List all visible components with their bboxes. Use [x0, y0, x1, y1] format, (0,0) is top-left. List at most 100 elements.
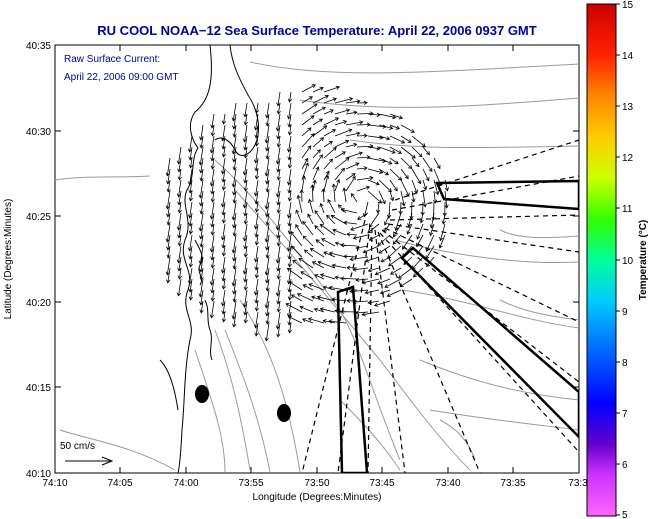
- current-vector: [233, 311, 237, 327]
- current-vector: [289, 190, 292, 201]
- current-vector-head: [390, 270, 395, 275]
- current-vector: [320, 308, 336, 313]
- current-vector-head: [276, 234, 281, 239]
- current-vector-head: [253, 192, 259, 197]
- current-vector: [388, 256, 402, 267]
- current-vector: [387, 289, 402, 297]
- current-vector: [403, 256, 413, 265]
- current-vector-head: [295, 224, 300, 229]
- current-vector: [301, 127, 312, 137]
- current-vector-head: [366, 155, 371, 160]
- current-vector-head: [340, 207, 345, 213]
- current-vector-head: [336, 178, 341, 184]
- current-vector: [389, 146, 402, 154]
- x-tick-label: 73:50: [304, 478, 329, 489]
- radar-radials: [301, 139, 579, 473]
- current-vector-head: [318, 118, 323, 123]
- current-vector-head: [243, 121, 248, 126]
- current-vector: [378, 157, 392, 165]
- current-vector: [334, 129, 352, 137]
- colorbar-tick-label: 5: [622, 510, 628, 519]
- current-vector: [429, 223, 435, 236]
- current-vector: [288, 102, 292, 119]
- current-vector-head: [363, 166, 368, 171]
- current-vector: [346, 233, 358, 236]
- current-vector: [255, 289, 259, 303]
- current-vector: [232, 300, 237, 319]
- current-vector-head: [166, 254, 171, 259]
- current-vector-head: [369, 175, 374, 181]
- current-vector: [277, 322, 281, 337]
- current-vector-head: [221, 145, 226, 150]
- current-vector: [400, 168, 409, 179]
- current-vector: [439, 234, 446, 249]
- current-vector: [378, 168, 389, 176]
- current-vector: [345, 162, 359, 170]
- current-vector-head: [363, 100, 368, 105]
- current-vector: [211, 135, 215, 153]
- current-vector-head: [166, 188, 171, 193]
- current-vector: [211, 300, 215, 318]
- current-vector: [266, 146, 270, 159]
- current-vector-head: [231, 249, 236, 254]
- current-vector: [340, 244, 358, 247]
- current-vector: [167, 212, 171, 225]
- current-vector-head: [331, 183, 336, 188]
- current-vector-head: [243, 187, 248, 192]
- current-vector: [392, 234, 402, 245]
- current-vector-head: [411, 198, 416, 203]
- current-vector: [266, 311, 270, 324]
- current-vector-head: [349, 256, 354, 262]
- current-vector-head: [335, 85, 340, 90]
- current-vector-head: [254, 134, 259, 139]
- current-vector-head: [384, 221, 388, 226]
- current-vector-head: [254, 175, 260, 180]
- current-vector-head: [415, 163, 420, 168]
- current-vector: [255, 113, 259, 130]
- current-vector-head: [210, 165, 215, 170]
- current-vector-head: [330, 214, 335, 219]
- current-vector: [314, 210, 325, 225]
- current-vector-head: [425, 151, 430, 156]
- current-vector: [367, 113, 380, 116]
- current-vector-head: [231, 150, 236, 155]
- current-vector-head: [301, 175, 306, 180]
- current-vector-head: [265, 122, 270, 127]
- current-vector: [292, 259, 303, 269]
- current-vector-head: [276, 308, 281, 313]
- current-vector: [265, 322, 270, 341]
- current-vector-head: [390, 197, 395, 202]
- current-vector: [310, 248, 325, 258]
- current-vector-head: [313, 307, 318, 312]
- current-vector: [300, 271, 314, 280]
- x-axis-label: Longitude (Degrees:Minutes): [253, 492, 382, 503]
- current-vector-head: [376, 146, 381, 151]
- current-vector: [255, 124, 259, 138]
- current-vector: [420, 212, 424, 223]
- current-vector-head: [395, 125, 401, 130]
- current-vector: [211, 278, 215, 293]
- current-vector: [312, 125, 327, 137]
- current-vector: [356, 167, 368, 170]
- current-vector-head: [254, 208, 260, 213]
- current-vector-head: [348, 128, 353, 133]
- current-vector: [375, 267, 391, 275]
- current-vector-head: [264, 304, 269, 309]
- current-vector: [245, 212, 248, 224]
- current-vector: [244, 267, 248, 282]
- current-vector-head: [310, 184, 315, 189]
- colorbar-tick-label: 9: [622, 307, 628, 318]
- current-vector: [189, 212, 193, 226]
- current-vector-head: [311, 295, 316, 300]
- current-vector: [167, 201, 171, 217]
- current-vector: [377, 201, 380, 213]
- current-vector: [265, 124, 270, 143]
- current-vector-head: [166, 246, 171, 251]
- current-vector: [326, 215, 336, 225]
- current-vector: [302, 235, 314, 247]
- current-vector-head: [221, 310, 226, 315]
- current-vector-head: [166, 221, 171, 226]
- current-vector-head: [253, 258, 259, 263]
- current-vector-head: [276, 201, 281, 206]
- current-vector-head: [319, 202, 324, 208]
